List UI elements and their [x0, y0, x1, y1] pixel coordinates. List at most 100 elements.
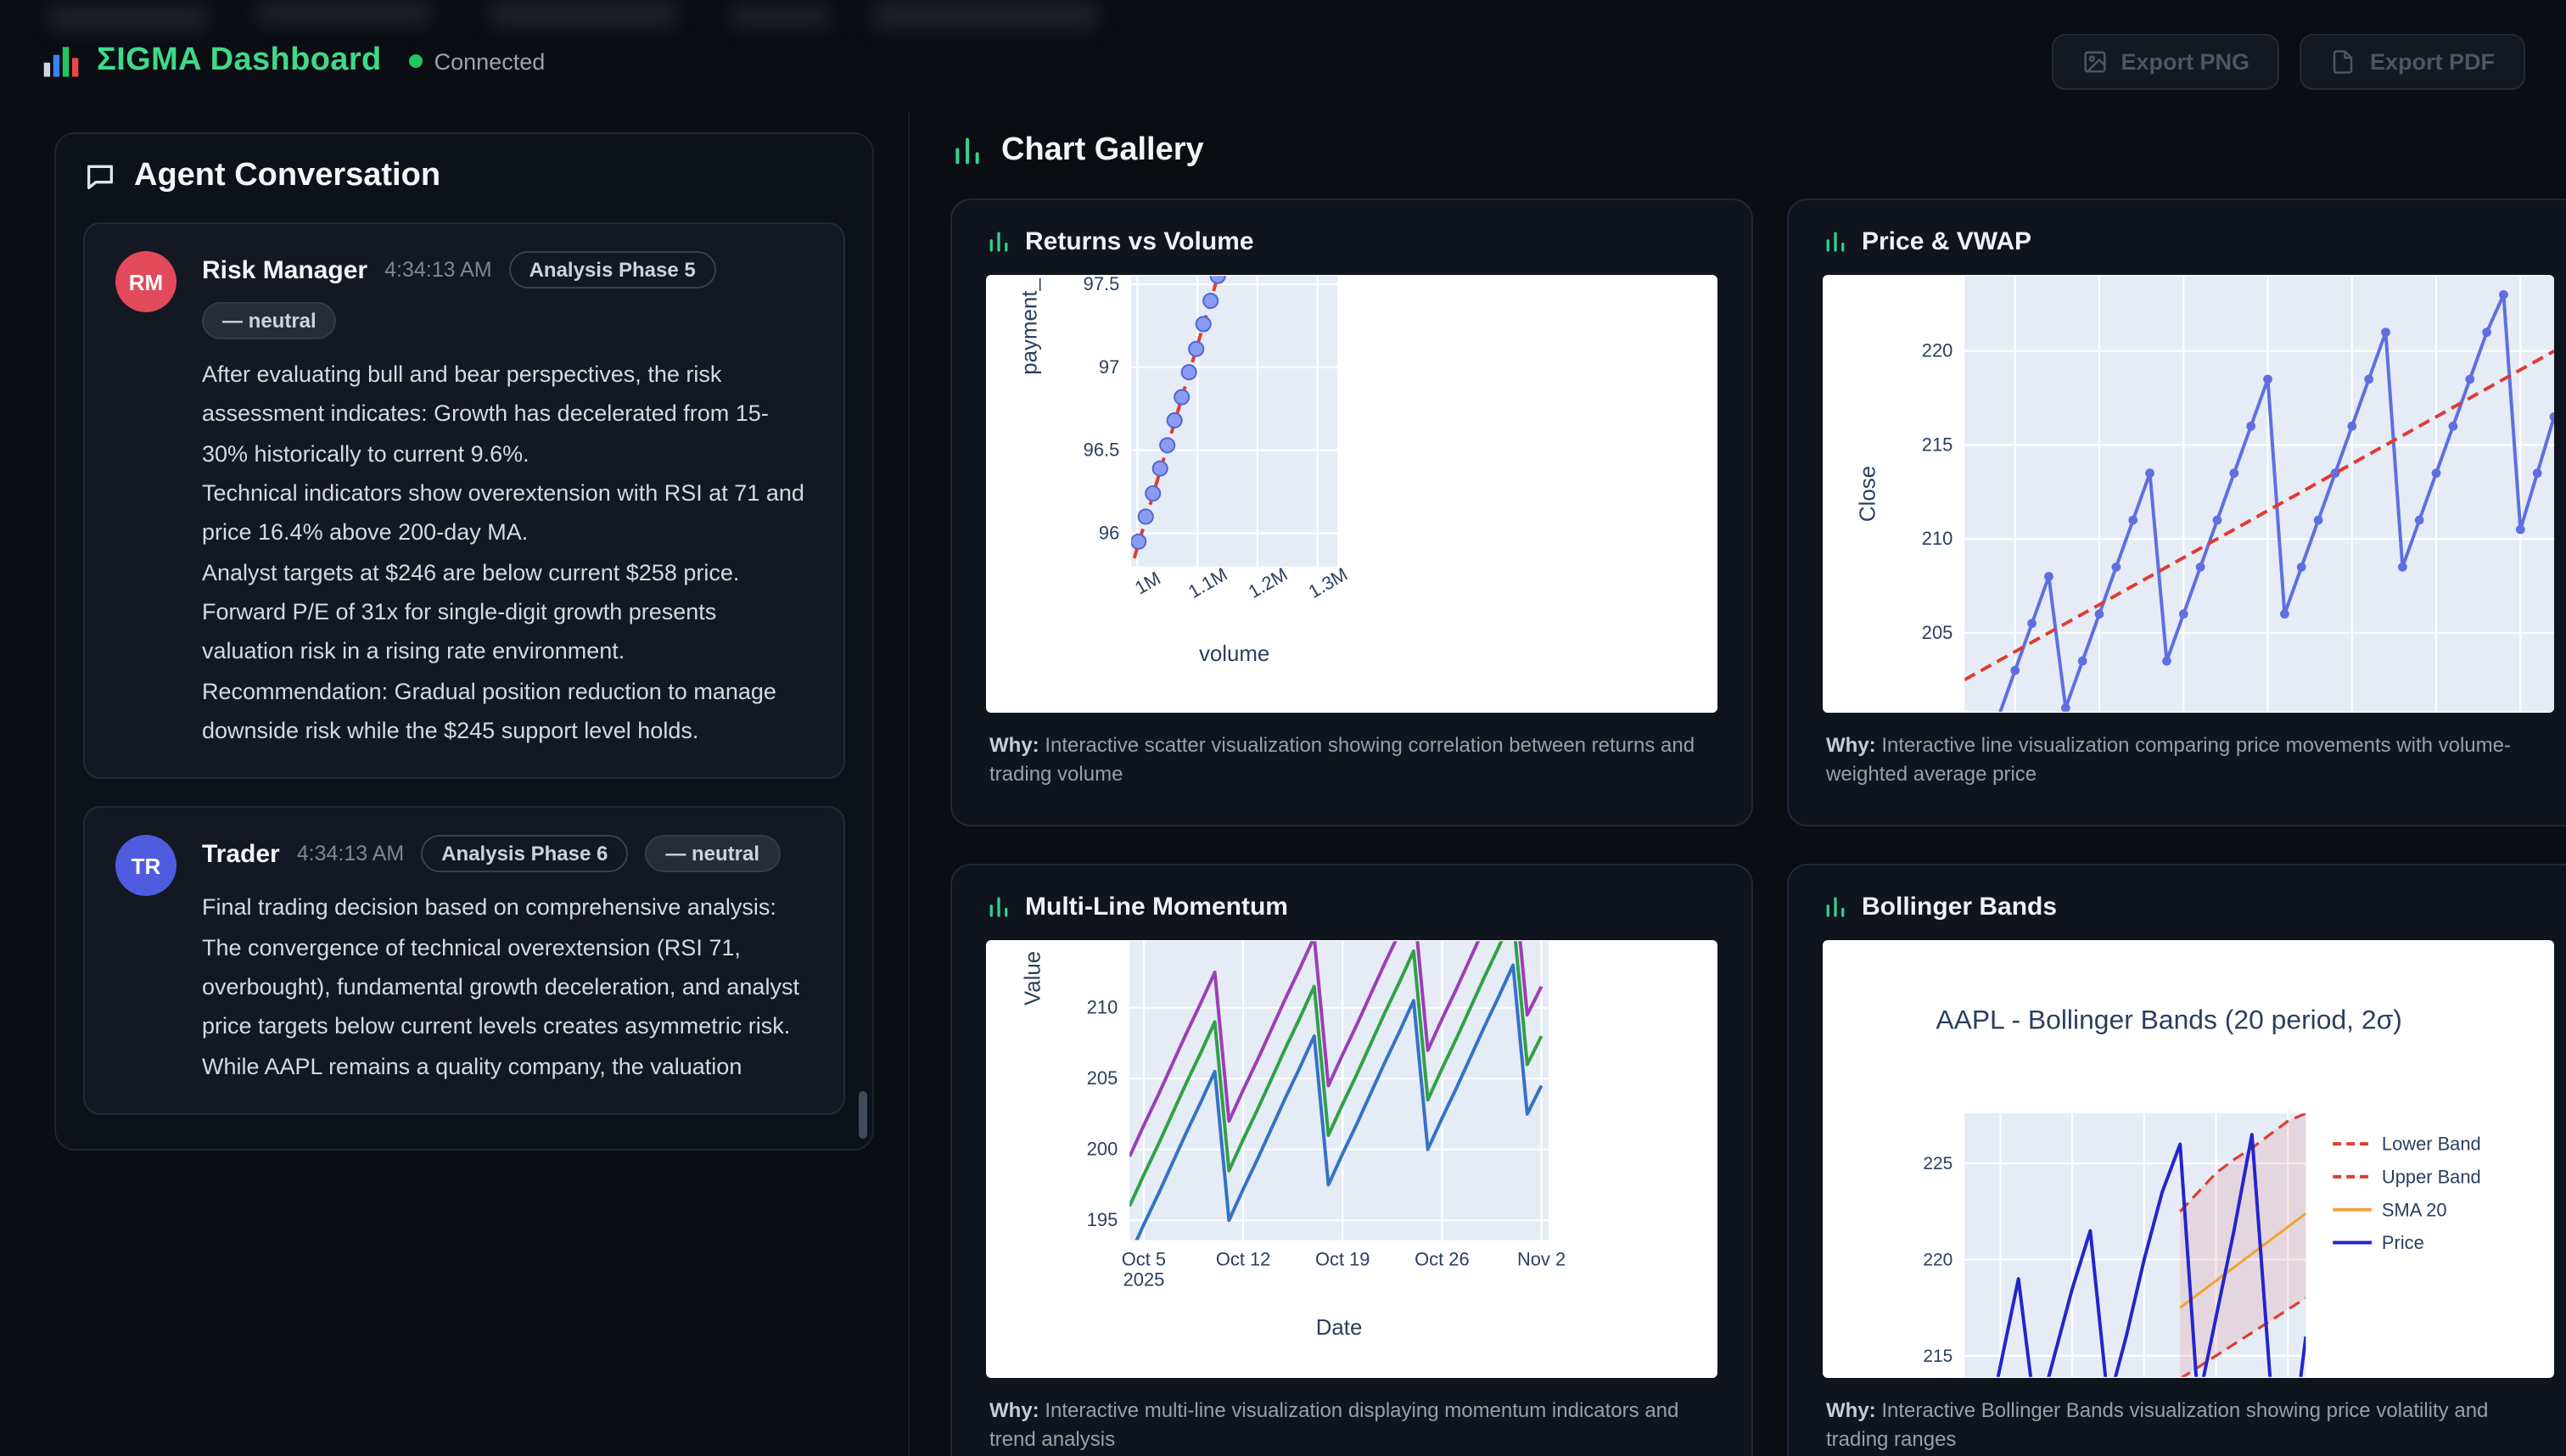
connection-status: Connected — [408, 48, 546, 74]
export-png-label: Export PNG — [2121, 48, 2249, 74]
chart-title: Returns vs Volume — [1025, 227, 1254, 256]
bar-chart-icon — [989, 232, 1008, 252]
document-file-icon — [2333, 49, 2354, 73]
export-pdf-label: Export PDF — [2369, 48, 2495, 74]
phase-badge: Analysis Phase 5 — [508, 251, 716, 288]
svg-text:195: 195 — [1087, 1209, 1118, 1230]
svg-text:215: 215 — [1922, 434, 1953, 455]
chart-frame: 205 210 215 220 Close — [1823, 275, 2554, 713]
svg-text:200: 200 — [1087, 1139, 1118, 1160]
chart-card-bollinger-bands: Bollinger Bands 215 220 225 AAPL - Bollinge… — [1787, 864, 2566, 1456]
svg-text:220: 220 — [1922, 340, 1953, 361]
chart-gallery-column: Chart Gallery Returns vs Volume 96 96.5 97… — [910, 112, 2566, 1456]
chart-frame: 96 96.5 97 97.5 1M 1.1M 1.2M 1.3M volume payment_ — [986, 275, 1717, 713]
status-dot — [408, 54, 423, 68]
svg-text:215: 215 — [1923, 1347, 1953, 1366]
sentiment-badge: — neutral — [202, 302, 337, 339]
svg-text:Oct 12: Oct 12 — [1216, 1248, 1270, 1269]
svg-text:Date: Date — [1316, 1316, 1363, 1340]
chart-card-multi-line-momentum: Multi-Line Momentum 195 200 205 210 Oct 5 202… — [950, 864, 1753, 1456]
logo-icon — [43, 47, 79, 77]
svg-text:Lower Band: Lower Band — [2382, 1134, 2481, 1155]
svg-text:SMA 20: SMA 20 — [2382, 1199, 2447, 1220]
chart-card-returns-vs-volume: Returns vs Volume 96 96.5 97 97.5 1M 1.1M 1.2M… — [950, 199, 1753, 826]
svg-text:Upper Band: Upper Band — [2382, 1166, 2481, 1187]
svg-text:1.2M: 1.2M — [1245, 563, 1291, 602]
phase-badge: Analysis Phase 6 — [421, 835, 629, 873]
svg-text:97: 97 — [1099, 356, 1119, 378]
redacted-nav-item[interactable] — [48, 3, 209, 32]
conversation-column: Agent Conversation RM Risk Manager 4:34:… — [0, 112, 910, 1456]
message-text: Final trading decision based on comprehe… — [202, 894, 799, 1079]
bar-chart-icon — [955, 137, 979, 165]
price-vwap-chart[interactable]: 205 210 215 220 Close — [1823, 275, 2554, 713]
svg-text:Close: Close — [1857, 466, 1880, 522]
svg-text:96.5: 96.5 — [1084, 440, 1120, 461]
message-author: Trader — [202, 839, 280, 869]
conversation-title: Agent Conversation — [134, 158, 441, 193]
chart-caption: Why: Interactive scatter visualization s… — [989, 733, 1695, 786]
image-file-icon — [2083, 50, 2105, 72]
svg-text:Price: Price — [2382, 1232, 2424, 1253]
message-author: Risk Manager — [202, 255, 368, 284]
svg-text:AAPL - Bollinger Bands (20 per: AAPL - Bollinger Bands (20 period, 2σ) — [1936, 1005, 2402, 1035]
svg-text:Value: Value — [1022, 951, 1045, 1005]
app-title: ΣIGMA Dashboard — [97, 42, 382, 78]
svg-text:210: 210 — [1922, 528, 1953, 549]
gallery-title: Chart Gallery — [1001, 132, 1204, 168]
svg-text:1.3M: 1.3M — [1305, 563, 1352, 602]
chart-card-price-vwap: Price & VWAP 205 210 215 220 Close Why: Inte… — [1787, 199, 2566, 826]
conversation-panel: Agent Conversation RM Risk Manager 4:34:… — [54, 132, 874, 1151]
chart-caption: Why: Interactive Bollinger Bands visuali… — [1826, 1398, 2489, 1451]
redacted-nav-item[interactable] — [489, 0, 679, 29]
chart-title: Bollinger Bands — [1862, 893, 2058, 921]
returns-vs-volume-chart[interactable]: 96 96.5 97 97.5 1M 1.1M 1.2M 1.3M volume payment_ — [986, 275, 1717, 713]
app-logo: ΣIGMA Dashboard — [41, 41, 382, 81]
svg-text:210: 210 — [1087, 997, 1118, 1018]
message-risk-manager: RM Risk Manager 4:34:13 AM Analysis Phas… — [83, 222, 845, 780]
svg-text:1.1M: 1.1M — [1185, 563, 1231, 602]
svg-text:payment_: payment_ — [1018, 278, 1042, 375]
svg-text:205: 205 — [1087, 1067, 1118, 1089]
chart-frame: 215 220 225 AAPL - Bollinger Bands (20 peri… — [1823, 940, 2554, 1378]
chart-title: Price & VWAP — [1862, 227, 2032, 256]
multi-line-momentum-chart[interactable]: 195 200 205 210 Oct 5 2025 Oct 12 Oct 19 Oct 26 N… — [986, 940, 1717, 1378]
chart-caption: Why: Interactive line visualization comp… — [1826, 733, 2511, 786]
redacted-nav-item[interactable] — [255, 0, 433, 25]
message-text: After evaluating bull and bear perspecti… — [202, 361, 804, 744]
svg-text:220: 220 — [1923, 1250, 1953, 1269]
chart-grid: Returns vs Volume 96 96.5 97 97.5 1M 1.1M 1.2M… — [950, 199, 2566, 1456]
svg-text:225: 225 — [1923, 1154, 1953, 1173]
message-trader: TR Trader 4:34:13 AM Analysis Phase 6 — … — [83, 806, 845, 1116]
svg-text:volume: volume — [1199, 642, 1269, 666]
redacted-nav-item[interactable] — [872, 0, 1098, 31]
redacted-nav-item[interactable] — [730, 3, 832, 29]
export-png-button[interactable]: Export PNG — [2051, 33, 2280, 89]
svg-text:Oct 26: Oct 26 — [1415, 1248, 1469, 1269]
sentiment-badge: — neutral — [645, 835, 781, 873]
avatar: RM — [115, 251, 176, 312]
chart-frame: 195 200 205 210 Oct 5 2025 Oct 12 Oct 19 Oct 26 N… — [986, 940, 1717, 1378]
message-time: 4:34:13 AM — [296, 842, 405, 866]
bar-chart-icon — [1826, 232, 1845, 252]
svg-text:Nov 2: Nov 2 — [1517, 1248, 1566, 1269]
svg-text:Oct 19: Oct 19 — [1315, 1248, 1370, 1269]
scrollbar-thumb[interactable] — [859, 1091, 867, 1139]
chart-title: Multi-Line Momentum — [1025, 893, 1288, 921]
bollinger-bands-chart[interactable]: 215 220 225 AAPL - Bollinger Bands (20 peri… — [1823, 940, 2554, 1378]
bar-chart-icon — [1826, 897, 1845, 917]
svg-text:1M: 1M — [1131, 568, 1164, 599]
status-label: Connected — [434, 48, 546, 74]
export-pdf-button[interactable]: Export PDF — [2300, 33, 2525, 89]
bar-chart-icon — [989, 897, 1008, 917]
header: ΣIGMA Dashboard Connected Export PNG E — [0, 0, 2566, 112]
svg-text:205: 205 — [1922, 622, 1953, 643]
chat-bubble-icon — [87, 165, 113, 189]
chart-caption: Why: Interactive multi-line visualizatio… — [989, 1398, 1679, 1451]
avatar: TR — [115, 835, 176, 897]
svg-text:96: 96 — [1099, 522, 1119, 543]
svg-text:97.5: 97.5 — [1084, 275, 1120, 294]
message-time: 4:34:13 AM — [384, 258, 492, 282]
